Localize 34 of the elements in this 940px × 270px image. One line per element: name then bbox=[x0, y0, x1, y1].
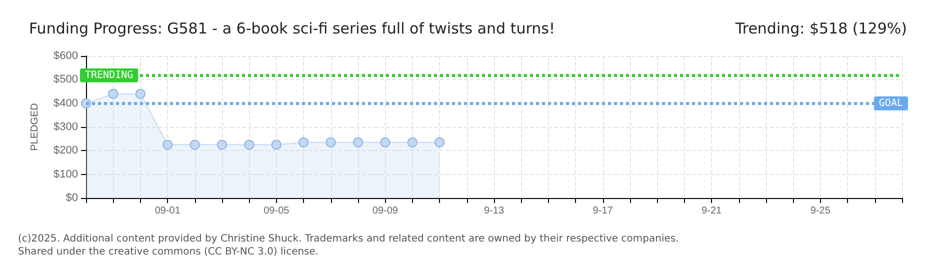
x-tick-label: 09-01 bbox=[154, 206, 181, 216]
point bbox=[407, 137, 418, 148]
point bbox=[434, 137, 445, 148]
point bbox=[380, 137, 390, 148]
point bbox=[108, 88, 118, 99]
chart-subtitle: Trending: $518 (129%) bbox=[734, 20, 908, 38]
x-tick-label: 9-21 bbox=[702, 206, 722, 216]
y-tick-label: $200 bbox=[54, 144, 78, 157]
point bbox=[135, 88, 146, 99]
y-axis-title: PLEDGED bbox=[30, 103, 40, 151]
point bbox=[353, 137, 363, 148]
y-tick-label: $500 bbox=[54, 74, 78, 86]
ref-line-label: TRENDING bbox=[85, 70, 134, 81]
y-tick-label: $0 bbox=[66, 192, 78, 204]
y-tick-label: $400 bbox=[54, 97, 78, 110]
x-tick-label: 9-17 bbox=[592, 206, 614, 216]
point bbox=[244, 140, 254, 150]
point bbox=[271, 140, 282, 150]
text: Shared under the creative commons (CC BY-NC 3.0) license. bbox=[18, 246, 319, 258]
point bbox=[298, 137, 309, 148]
y-tick-label: $100 bbox=[54, 168, 78, 180]
y-tick-label: $600 bbox=[54, 50, 78, 62]
text: (c)2025. Additional content provided by Christine Shuck. Trademarks and related content are owned by their respective companies. bbox=[18, 234, 679, 244]
point bbox=[190, 140, 200, 150]
chart-title: Funding Progress: G581 - a 6-book sci-fi series full of twists and turns! bbox=[29, 20, 555, 38]
point bbox=[217, 140, 227, 150]
x-tick-label: 09-09 bbox=[372, 206, 398, 216]
x-tick-label: 9-25 bbox=[810, 206, 831, 216]
point bbox=[326, 137, 336, 148]
ref-line-label: GOAL bbox=[878, 98, 903, 109]
x-tick-label: 09-05 bbox=[264, 206, 290, 216]
x-tick-label: 9-13 bbox=[484, 206, 504, 216]
y-tick-label: $300 bbox=[54, 121, 78, 133]
point bbox=[162, 140, 173, 150]
